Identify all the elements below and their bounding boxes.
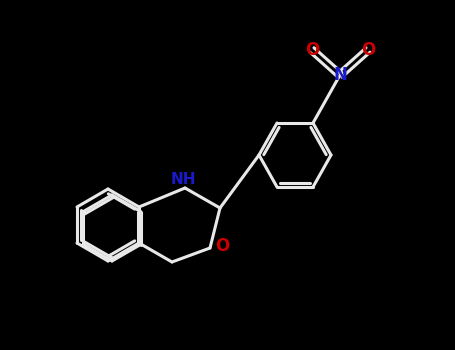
- Text: O: O: [305, 41, 319, 59]
- Text: N: N: [333, 66, 347, 84]
- Text: O: O: [361, 41, 375, 59]
- Text: NH: NH: [170, 173, 196, 188]
- Text: O: O: [215, 237, 229, 255]
